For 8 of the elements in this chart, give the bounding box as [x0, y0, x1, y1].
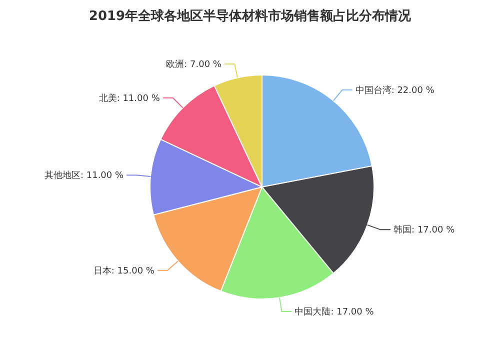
slice-label: 中国大陆: 17.00 % [294, 306, 374, 318]
slice-label: 韩国: 17.00 % [394, 224, 456, 236]
slice-label: 北美: 11.00 % [98, 92, 160, 104]
slice-label: 其他地区: 11.00 % [44, 170, 124, 182]
slice-label: 欧洲: 7.00 % [166, 59, 222, 70]
slice-label: 中国台湾: 22.00 % [355, 84, 435, 96]
chart-title: 2019年全球各地区半导体材料市场销售额占比分布情况 [88, 8, 412, 24]
slice-label: 日本: 15.00 % [93, 265, 155, 276]
